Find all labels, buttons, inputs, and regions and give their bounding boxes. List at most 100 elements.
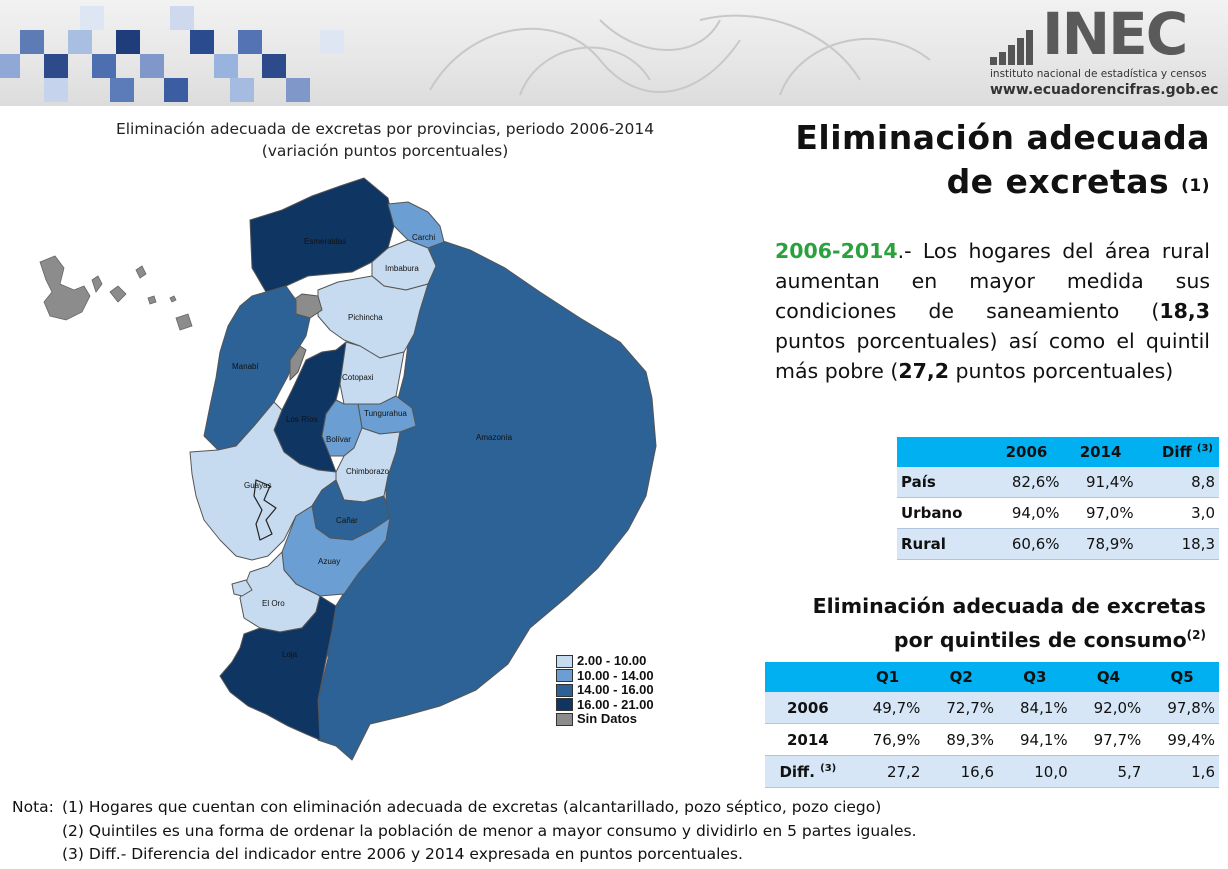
- banner-decoration: [0, 6, 1033, 102]
- page-title: Eliminación adecuada de excretas (1): [795, 116, 1210, 204]
- notes-label: Nota:: [12, 798, 54, 816]
- table-row: País 82,6% 91,4% 8,8: [897, 467, 1219, 498]
- summary-text-2: puntos porcentuales) así como el quintil…: [775, 329, 1210, 383]
- province-santa-elena: [289, 345, 307, 381]
- header-q5: Q5: [1145, 662, 1219, 692]
- row-label: Rural: [897, 528, 990, 560]
- row-label: Diff. (3): [765, 755, 851, 788]
- summary-value-q1: 27,2: [898, 359, 949, 383]
- note-1: (1) Hogares que cuentan con eliminación …: [62, 798, 882, 816]
- cell-q1: 27,2: [850, 755, 925, 788]
- legend-label: 10.00 - 14.00: [577, 667, 654, 683]
- legend-item: 14.00 - 16.00: [556, 682, 654, 698]
- guayas-archipelago: [253, 479, 277, 541]
- cell-q4: 5,7: [1071, 755, 1146, 788]
- page-title-footnote: (1): [1181, 176, 1210, 196]
- cell-2006: 60,6%: [989, 528, 1064, 560]
- puna-island: [231, 579, 253, 597]
- legend-swatch: [556, 683, 573, 697]
- area-table: 2006 2014 Diff (3) País 82,6% 91,4% 8,8 …: [897, 437, 1219, 560]
- row-label: Urbano: [897, 497, 990, 529]
- summary-value-rural: 18,3: [1159, 299, 1210, 323]
- label-los-rios: Los Ríos: [286, 415, 318, 424]
- cell-q4: 97,7%: [1071, 723, 1146, 756]
- summary-text-1: .- Los hogares del área rural aumentan e…: [775, 239, 1210, 323]
- footnotes: Nota: (1) Hogares que cuentan con elimina…: [12, 796, 917, 867]
- cell-2006: 94,0%: [989, 497, 1064, 529]
- province-pichincha: [317, 275, 429, 359]
- inec-logo: INEC: [1042, 0, 1188, 68]
- cell-diff: 3,0: [1137, 497, 1219, 529]
- cell-q3: 94,1%: [998, 723, 1072, 756]
- label-guayas: Guayas: [244, 481, 272, 490]
- label-amazonia: Amazonía: [476, 433, 513, 442]
- quintile-section-title: Eliminación adecuada de excretas por qui…: [813, 592, 1206, 655]
- label-pichincha: Pichincha: [348, 313, 383, 322]
- galapagos-islands: [39, 255, 193, 331]
- header-q4: Q4: [1071, 662, 1146, 692]
- legend-label: Sin Datos: [577, 711, 637, 726]
- header-diff-label: Diff: [1161, 443, 1192, 461]
- quintile-title-line2: por quintiles de consumo: [893, 627, 1187, 652]
- row-label: 2006: [765, 692, 851, 724]
- legend-label: 16.00 - 21.00: [577, 696, 654, 712]
- header-blank: [897, 437, 990, 467]
- province-carchi: [387, 201, 445, 249]
- cell-q1: 49,7%: [850, 692, 925, 724]
- header-q1: Q1: [850, 662, 925, 692]
- pixel-blocks: [0, 6, 344, 102]
- note-2: (2) Quintiles es una forma de ordenar la…: [62, 821, 917, 840]
- header-2014: 2014: [1063, 437, 1138, 467]
- row-label-text: Diff.: [779, 762, 815, 781]
- legend-swatch: [556, 698, 573, 712]
- cell-2014: 78,9%: [1063, 528, 1138, 560]
- row-label: 2014: [765, 723, 851, 756]
- cell-q4: 92,0%: [1071, 692, 1146, 724]
- legend-swatch: [556, 669, 573, 683]
- map-title-line1: Eliminación adecuada de excretas por pro…: [115, 120, 655, 138]
- legend-item: 2.00 - 10.00: [556, 653, 654, 669]
- cell-2014: 91,4%: [1063, 467, 1138, 498]
- row-label: País: [897, 467, 990, 498]
- cell-q2: 72,7%: [924, 692, 999, 724]
- label-esmeraldas: Esmeraldas: [304, 237, 346, 246]
- quintile-title-sup: (2): [1186, 628, 1206, 642]
- quintile-title-line1: Eliminación adecuada de excretas: [812, 594, 1206, 618]
- label-loja: Loja: [282, 650, 298, 659]
- cell-diff: 8,8: [1137, 467, 1219, 498]
- header-blank: [765, 662, 851, 692]
- legend-swatch: [556, 712, 573, 726]
- summary-period: 2006-2014: [775, 239, 898, 263]
- legend-item: 10.00 - 14.00: [556, 667, 654, 684]
- label-imbabura: Imbabura: [385, 264, 419, 273]
- note-3: (3) Diff.- Diferencia del indicador entr…: [62, 845, 743, 863]
- map-legend: 2.00 - 10.00 10.00 - 14.00 14.00 - 16.00…: [556, 653, 654, 727]
- label-el-oro: El Oro: [262, 599, 285, 608]
- ecuador-choropleth-map: Esmeraldas Carchi Imbabura Pichincha Man…: [39, 177, 657, 761]
- cell-q1: 76,9%: [850, 723, 925, 756]
- label-chimborazo: Chimborazo: [346, 467, 390, 476]
- table-row: Diff. (3) 27,2 16,6 10,0 5,7 1,6: [765, 755, 1219, 788]
- province-loja: [219, 595, 337, 741]
- legend-label: 2.00 - 10.00: [577, 653, 647, 668]
- summary-text-3: puntos porcentuales): [949, 359, 1174, 383]
- page-title-line1: Eliminación adecuada: [795, 118, 1210, 157]
- map-title: Eliminación adecuada de excretas por pro…: [40, 118, 730, 162]
- quintile-table: Q1 Q2 Q3 Q4 Q5 2006 49,7% 72,7% 84,1% 92…: [765, 662, 1219, 788]
- cell-q2: 16,6: [924, 755, 999, 788]
- label-manabi: Manabí: [232, 362, 259, 371]
- legend-label: 14.00 - 16.00: [577, 682, 654, 697]
- cell-diff: 18,3: [1137, 528, 1219, 560]
- cell-2014: 97,0%: [1063, 497, 1138, 529]
- legend-item: Sin Datos: [556, 711, 654, 727]
- header-diff-sup: (3): [1196, 443, 1213, 454]
- logo-bars: [990, 30, 1033, 65]
- website-link[interactable]: www.ecuadorencifras.gob.ec: [990, 82, 1219, 98]
- label-azuay: Azuay: [318, 557, 340, 566]
- legend-swatch: [556, 654, 573, 668]
- header-diff: Diff (3): [1137, 437, 1219, 467]
- page-title-line2: de excretas: [946, 162, 1170, 201]
- cell-q2: 89,3%: [924, 723, 999, 756]
- label-tungurahua: Tungurahua: [364, 409, 407, 418]
- header-banner: INEC instituto nacional de estadística y…: [0, 0, 1228, 106]
